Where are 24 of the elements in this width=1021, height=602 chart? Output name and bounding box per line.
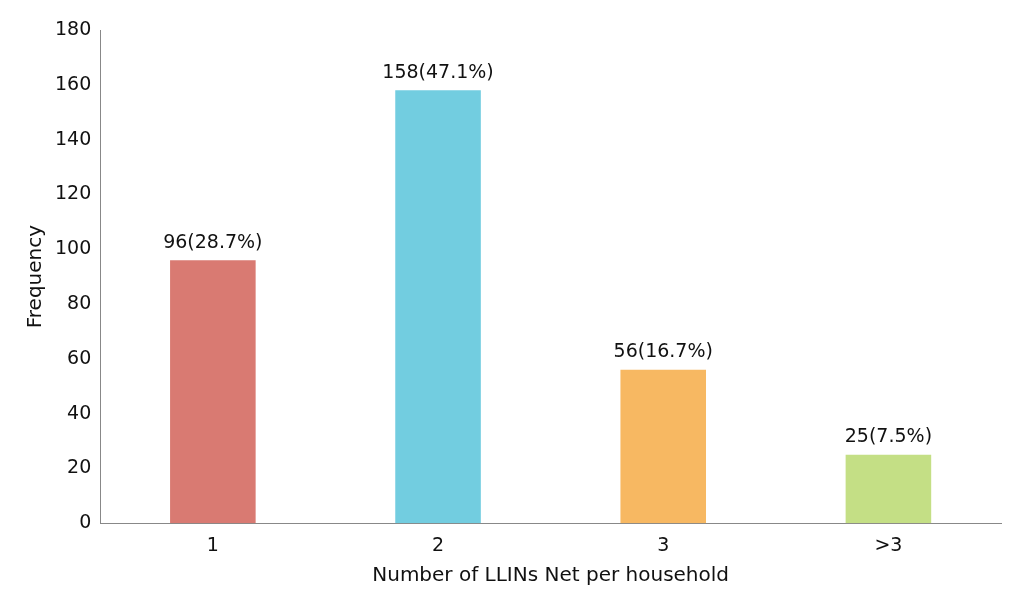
y-tick-label: 80 — [67, 290, 92, 313]
bar — [170, 260, 256, 524]
y-tick-label: 120 — [55, 181, 92, 204]
x-tick-label: >3 — [874, 532, 903, 555]
bar — [845, 454, 932, 524]
y-tick-label: 40 — [67, 400, 92, 423]
bar — [395, 90, 481, 524]
x-tick-label: 2 — [431, 532, 445, 555]
y-tick-label: 20 — [67, 455, 92, 478]
data-label: 96(28.7%) — [163, 229, 263, 252]
data-label: 158(47.1%) — [382, 59, 494, 82]
y-tick-label: 60 — [67, 345, 92, 368]
y-tick-label: 0 — [79, 510, 92, 533]
x-axis-title: Number of LLINs Net per household — [372, 562, 730, 587]
y-tick-label: 160 — [55, 71, 92, 94]
bar — [620, 369, 707, 524]
y-tick-label: 140 — [55, 126, 92, 149]
data-label: 56(16.7%) — [613, 339, 713, 362]
x-tick-label: 1 — [206, 532, 219, 555]
x-tick-label: 3 — [657, 532, 670, 555]
y-tick-label: 100 — [55, 236, 92, 259]
y-tick-label: 180 — [55, 16, 92, 39]
data-label: 25(7.5%) — [844, 424, 933, 447]
y-axis-title: Frequency — [22, 224, 47, 329]
